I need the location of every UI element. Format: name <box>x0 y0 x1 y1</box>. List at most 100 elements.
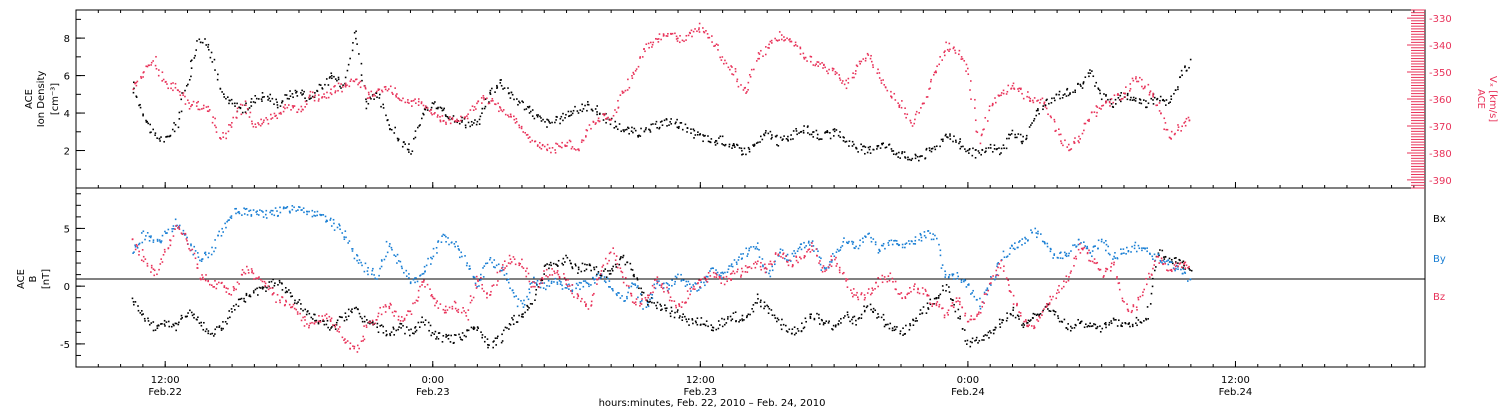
data-point <box>172 235 175 237</box>
data-point <box>812 136 815 138</box>
data-point <box>587 308 590 310</box>
data-point <box>1122 92 1125 95</box>
data-point <box>971 341 973 344</box>
data-point <box>241 269 244 271</box>
data-point <box>487 102 490 105</box>
data-point <box>919 313 921 315</box>
data-point <box>667 290 669 292</box>
data-point <box>251 270 253 272</box>
data-point <box>780 34 783 36</box>
data-point <box>504 113 507 116</box>
data-point <box>807 242 810 244</box>
data-point <box>1067 323 1069 325</box>
data-point <box>536 279 539 282</box>
data-point <box>951 304 954 307</box>
data-point <box>698 279 700 282</box>
data-point <box>719 135 722 138</box>
data-point <box>556 281 559 284</box>
data-point <box>685 39 687 41</box>
data-point <box>877 313 879 315</box>
data-point <box>600 274 603 277</box>
data-point <box>333 229 336 231</box>
data-point <box>316 89 318 92</box>
data-point <box>951 274 954 277</box>
data-point <box>267 99 269 101</box>
data-point <box>564 117 566 119</box>
data-point <box>982 335 985 337</box>
data-point <box>941 264 944 266</box>
y-tick-label: 8 <box>64 34 70 45</box>
data-point <box>768 43 770 46</box>
data-point <box>569 259 571 262</box>
data-point <box>747 313 750 316</box>
data-point <box>666 125 668 127</box>
data-point <box>617 291 619 294</box>
data-point <box>193 57 196 59</box>
data-point <box>830 265 833 268</box>
data-point <box>243 271 245 274</box>
data-point <box>220 329 223 331</box>
data-point <box>632 71 635 74</box>
data-point <box>841 245 844 247</box>
data-point <box>828 68 830 71</box>
data-point <box>1081 248 1084 251</box>
data-point <box>1159 95 1162 98</box>
data-point <box>461 119 463 122</box>
data-point <box>904 332 906 335</box>
data-point <box>204 253 207 256</box>
data-point <box>1148 93 1151 96</box>
data-point <box>1017 88 1019 90</box>
data-point <box>684 123 687 126</box>
data-point <box>1033 118 1036 120</box>
data-point <box>218 230 220 233</box>
data-point <box>1173 257 1176 260</box>
data-point <box>1068 252 1070 255</box>
data-point <box>854 73 857 75</box>
data-point <box>916 155 919 158</box>
data-point <box>1110 266 1112 268</box>
data-point <box>1043 308 1045 310</box>
data-point <box>737 85 740 88</box>
data-point <box>590 304 593 306</box>
data-point <box>831 67 834 70</box>
data-point <box>467 329 470 332</box>
data-point <box>1170 130 1173 133</box>
data-point <box>212 335 215 337</box>
data-point <box>680 306 683 308</box>
data-point <box>742 153 744 155</box>
data-point <box>730 319 733 322</box>
data-point <box>1133 244 1136 247</box>
data-point <box>202 278 205 281</box>
data-point <box>364 262 367 265</box>
data-point <box>816 255 818 257</box>
data-point <box>953 46 955 49</box>
data-point <box>509 113 512 116</box>
data-point <box>377 88 380 90</box>
data-point <box>863 145 865 148</box>
data-point <box>438 332 441 334</box>
data-point <box>525 108 528 110</box>
data-point <box>489 256 492 259</box>
data-point <box>1062 285 1065 288</box>
data-point <box>409 334 411 337</box>
data-point <box>1053 313 1056 316</box>
data-point <box>1014 242 1016 244</box>
data-point <box>363 325 365 327</box>
data-point <box>1063 280 1065 283</box>
data-point <box>1112 317 1115 320</box>
data-point <box>641 291 643 293</box>
data-point <box>501 333 503 336</box>
data-point <box>355 37 357 40</box>
data-point <box>207 110 210 113</box>
data-point <box>503 274 506 276</box>
data-point <box>1053 97 1055 99</box>
data-point <box>228 219 230 221</box>
data-point <box>488 102 491 105</box>
data-point <box>146 262 149 265</box>
data-point <box>258 286 261 289</box>
data-point <box>754 261 757 263</box>
data-point <box>1184 65 1186 68</box>
data-point <box>1143 99 1145 101</box>
data-point <box>222 321 224 323</box>
data-point <box>981 339 983 341</box>
